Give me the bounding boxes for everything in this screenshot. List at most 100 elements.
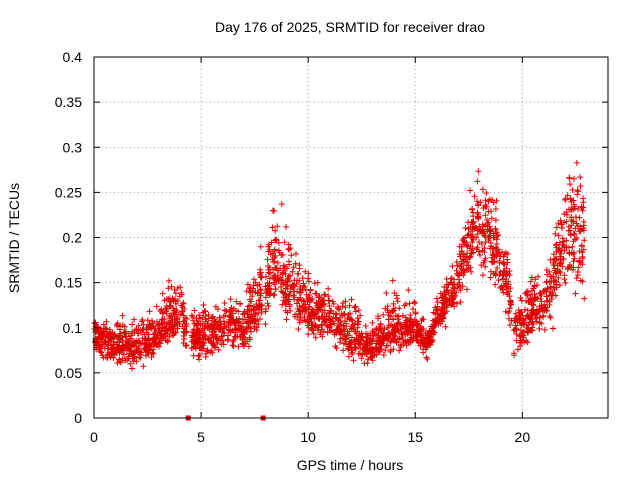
data-point-2421 bbox=[278, 201, 285, 208]
data-point-2385 bbox=[502, 251, 509, 258]
data-point-1192 bbox=[221, 299, 228, 306]
data-point-1836 bbox=[256, 306, 263, 313]
data-point-885 bbox=[546, 313, 553, 320]
data-point-1335 bbox=[579, 253, 586, 260]
data-point-1568 bbox=[328, 307, 335, 314]
data-point-1327 bbox=[570, 258, 577, 265]
data-point-2301 bbox=[212, 336, 219, 343]
data-point-484 bbox=[299, 275, 306, 282]
data-point-2487 bbox=[331, 331, 338, 338]
data-point-1766 bbox=[101, 345, 108, 352]
data-point-577 bbox=[517, 327, 524, 334]
data-point-1458 bbox=[375, 315, 382, 322]
data-point-345 bbox=[444, 286, 451, 293]
data-point-1717 bbox=[188, 312, 195, 319]
data-point-1895 bbox=[495, 246, 502, 253]
data-point-2196 bbox=[501, 269, 508, 276]
data-point-2338 bbox=[415, 339, 422, 346]
data-point-1247 bbox=[406, 300, 413, 307]
data-point-1897 bbox=[473, 234, 480, 241]
data-point-333 bbox=[475, 168, 482, 175]
data-point-1595 bbox=[463, 262, 470, 269]
data-point-1029 bbox=[575, 264, 582, 271]
data-point-2494 bbox=[377, 327, 384, 334]
data-point-1484 bbox=[288, 252, 295, 259]
data-point-1985 bbox=[284, 275, 291, 282]
data-point-1123 bbox=[569, 186, 576, 193]
data-point-2520 bbox=[492, 271, 499, 278]
data-points bbox=[91, 159, 588, 372]
data-point-1682 bbox=[537, 290, 544, 297]
data-point-604 bbox=[218, 341, 225, 348]
data-point-2259 bbox=[270, 279, 277, 286]
data-point-1801 bbox=[148, 354, 155, 361]
data-point-2102 bbox=[342, 304, 349, 311]
data-point-2357 bbox=[389, 335, 396, 342]
data-point-1066 bbox=[580, 225, 587, 232]
data-point-1886 bbox=[541, 307, 548, 314]
data-point-640 bbox=[580, 199, 587, 206]
data-point-2521 bbox=[311, 280, 318, 287]
data-point-2120 bbox=[150, 346, 157, 353]
data-point-2086 bbox=[474, 244, 481, 251]
data-point-2241 bbox=[258, 301, 265, 308]
data-point-2443 bbox=[542, 304, 549, 311]
data-point-2492 bbox=[512, 315, 519, 322]
data-point-2314 bbox=[195, 335, 202, 342]
data-point-2307 bbox=[315, 294, 322, 301]
data-point-1281 bbox=[294, 313, 301, 320]
data-point-292 bbox=[172, 320, 179, 327]
data-point-2355 bbox=[289, 281, 296, 288]
y-tick-labels: 0 0.05 0.1 0.15 0.2 0.25 0.3 0.35 0.4 bbox=[55, 49, 82, 426]
data-point-1992 bbox=[530, 285, 537, 292]
data-point-2369 bbox=[163, 296, 170, 303]
data-point-2412 bbox=[300, 280, 307, 287]
data-point-2027 bbox=[540, 312, 547, 319]
data-point-1477 bbox=[104, 338, 111, 345]
data-point-2431 bbox=[503, 275, 510, 282]
data-point-1540 bbox=[275, 276, 282, 283]
data-point-658 bbox=[301, 283, 308, 290]
data-point-2423 bbox=[99, 352, 106, 359]
data-point-583 bbox=[402, 301, 409, 308]
data-point-1407 bbox=[372, 326, 379, 333]
data-point-1649 bbox=[190, 352, 197, 359]
data-point-2132 bbox=[253, 324, 260, 331]
data-point-41 bbox=[512, 322, 519, 329]
data-point-2131 bbox=[358, 355, 365, 362]
data-point-253 bbox=[305, 270, 312, 277]
data-point-566 bbox=[541, 326, 548, 333]
data-point-1698 bbox=[407, 316, 414, 323]
data-point-1344 bbox=[193, 315, 200, 322]
data-point-1495 bbox=[127, 335, 134, 342]
data-point-1912 bbox=[232, 307, 239, 314]
data-point-1907 bbox=[169, 329, 176, 336]
data-point-2526 bbox=[333, 345, 340, 352]
data-point-2416 bbox=[431, 329, 438, 336]
data-point-1270 bbox=[265, 269, 272, 276]
data-point-900 bbox=[294, 270, 301, 277]
data-point-2346 bbox=[271, 248, 278, 255]
data-point-1831 bbox=[377, 320, 384, 327]
axis-ticks bbox=[93, 56, 608, 419]
data-point-1838 bbox=[500, 289, 507, 296]
data-point-2254 bbox=[340, 310, 347, 317]
data-point-524 bbox=[257, 316, 264, 323]
data-point-2016 bbox=[269, 256, 276, 263]
data-point-2476 bbox=[535, 273, 542, 280]
data-point-1155 bbox=[241, 310, 248, 317]
data-point-1525 bbox=[282, 307, 289, 314]
data-point-1959 bbox=[524, 327, 531, 334]
data-point-1399 bbox=[570, 230, 577, 237]
data-point-186 bbox=[394, 298, 401, 305]
data-point-110 bbox=[493, 229, 500, 236]
data-point-907 bbox=[332, 310, 339, 317]
data-point-2315 bbox=[543, 266, 550, 273]
data-point-1225 bbox=[251, 323, 258, 330]
data-point-1287 bbox=[443, 276, 450, 283]
x-tick-label-3: 15 bbox=[407, 429, 423, 445]
data-point-1272 bbox=[266, 275, 273, 282]
data-point-1685 bbox=[228, 306, 235, 313]
data-point-2532 bbox=[107, 349, 114, 356]
data-point-2300 bbox=[459, 283, 466, 290]
